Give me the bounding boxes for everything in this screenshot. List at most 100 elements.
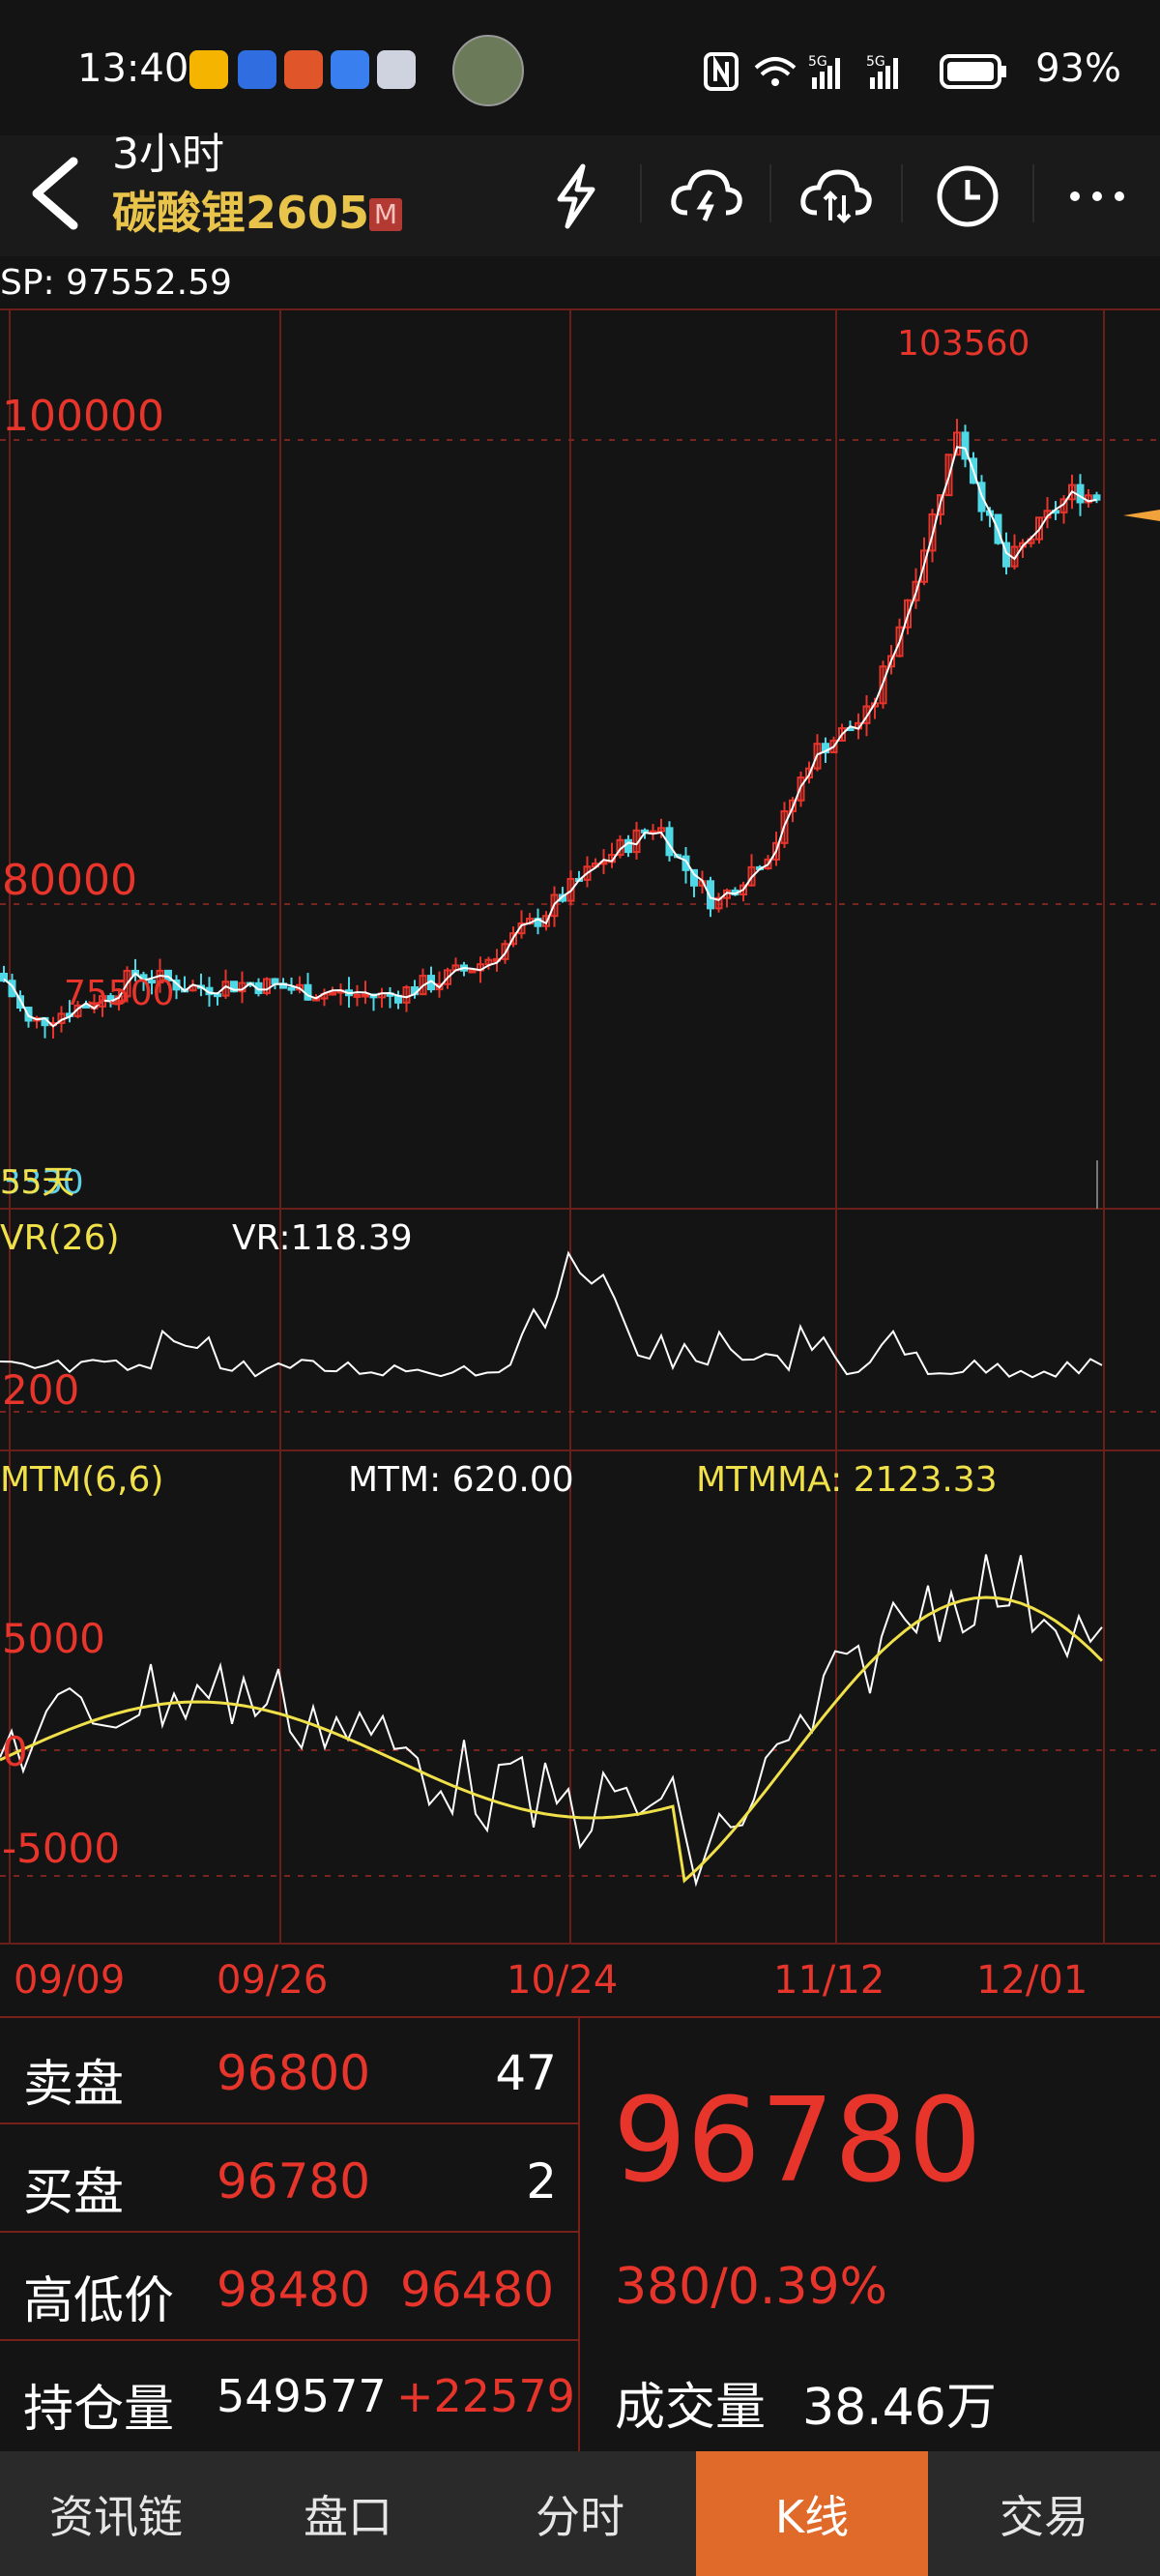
candle-body bbox=[501, 943, 509, 960]
tab-news-chain[interactable]: 资讯链 bbox=[49, 2490, 183, 2543]
cloud-sync-button[interactable] bbox=[783, 135, 889, 256]
candle-body bbox=[402, 986, 411, 1004]
mtm-axis-minus5000: -5000 bbox=[2, 1825, 121, 1872]
candle-body bbox=[1035, 516, 1043, 541]
date-label: 09/26 bbox=[217, 1958, 329, 2003]
bottom-nav: 资讯链 盘口 分时 K线 交易 bbox=[0, 2451, 1160, 2576]
sell-qty: 47 bbox=[495, 2045, 557, 2101]
signal-5g-icon: 5G bbox=[808, 54, 840, 89]
date-label: 12/01 bbox=[976, 1958, 1088, 2003]
candle-body bbox=[961, 431, 970, 460]
low-marker-label: 75500 bbox=[64, 974, 175, 1013]
candle-body bbox=[444, 969, 451, 985]
candle-body bbox=[764, 858, 772, 870]
candle-body bbox=[780, 809, 789, 844]
more-icon bbox=[1070, 190, 1124, 201]
cloud-order-button[interactable] bbox=[653, 135, 760, 256]
candle-body bbox=[887, 655, 895, 668]
tab-intraday[interactable]: 分时 bbox=[536, 2490, 624, 2543]
price-change: 380/0.39% bbox=[615, 2258, 887, 2316]
candle-body bbox=[484, 958, 493, 966]
open-interest-change: +22579 bbox=[396, 2370, 575, 2422]
mtm-line bbox=[0, 1554, 1103, 1888]
candle-body bbox=[123, 969, 131, 998]
mtmma-line bbox=[0, 1595, 1104, 1884]
candle-body bbox=[805, 767, 813, 779]
history-button[interactable] bbox=[914, 135, 1021, 256]
candle-body bbox=[690, 868, 698, 887]
avatar bbox=[452, 35, 524, 106]
candle-body bbox=[230, 981, 238, 993]
vr-axis-200: 200 bbox=[2, 1366, 80, 1414]
candle-body bbox=[550, 893, 559, 918]
date-label: 10/24 bbox=[507, 1958, 619, 2003]
status-indicators: 5G 5G bbox=[704, 52, 1006, 91]
svg-text:5G: 5G bbox=[808, 54, 827, 70]
volume-label: 成交量 bbox=[615, 2379, 767, 2437]
candle-body bbox=[714, 896, 723, 910]
high-marker-label: 103560 bbox=[897, 324, 1030, 364]
candle-body bbox=[747, 865, 756, 887]
robot-icon bbox=[377, 50, 416, 89]
back-button[interactable] bbox=[23, 150, 91, 237]
sp-label: SP: 97552.59 bbox=[0, 263, 232, 303]
buy-row[interactable]: 买盘 96780 2 bbox=[0, 2124, 578, 2233]
price-axis-80000: 80000 bbox=[2, 856, 137, 905]
buy-price: 96780 bbox=[217, 2153, 371, 2210]
mtm-title[interactable]: MTM(6,6) bbox=[0, 1460, 164, 1500]
candle-body bbox=[362, 993, 369, 998]
sell-price: 96800 bbox=[217, 2045, 371, 2101]
buy-label: 买盘 bbox=[23, 2164, 125, 2222]
date-label: 09/09 bbox=[14, 1958, 126, 2003]
open-interest: 549577 bbox=[217, 2370, 387, 2422]
open-interest-row: 持仓量 549577 +22579 bbox=[0, 2341, 578, 2447]
candle-body bbox=[707, 880, 714, 910]
kline-canvas[interactable] bbox=[0, 256, 1160, 2016]
high-price: 98480 bbox=[217, 2262, 371, 2318]
price-axis-100000: 100000 bbox=[2, 392, 164, 441]
candle-body bbox=[271, 978, 279, 985]
corner-label-3330: 3330 bbox=[0, 1163, 84, 1202]
candle-body bbox=[772, 841, 780, 861]
candle-body bbox=[1092, 494, 1101, 501]
mtm-axis-0: 0 bbox=[2, 1728, 28, 1775]
symbol-title[interactable]: 碳酸锂2605 bbox=[112, 187, 370, 239]
candle-body bbox=[468, 969, 477, 974]
signal-5g-icon: 5G bbox=[866, 54, 898, 89]
candle-body bbox=[353, 993, 362, 998]
candle-body bbox=[953, 431, 961, 456]
tab-kline[interactable]: K线 bbox=[696, 2451, 928, 2576]
candle-body bbox=[879, 665, 887, 705]
candle-body bbox=[829, 739, 838, 754]
svg-text:5G: 5G bbox=[866, 54, 885, 70]
mtm-axis-5000: 5000 bbox=[2, 1615, 105, 1662]
message-icon bbox=[331, 50, 369, 89]
mtm-value: MTM: 620.00 bbox=[348, 1460, 574, 1500]
mtmma-value: MTMMA: 2123.33 bbox=[696, 1460, 998, 1500]
vr-title[interactable]: VR(26) bbox=[0, 1218, 120, 1258]
candle-body bbox=[82, 1004, 90, 1009]
low-price: 96480 bbox=[400, 2262, 555, 2318]
sell-label: 卖盘 bbox=[23, 2056, 125, 2114]
candle-body bbox=[0, 973, 8, 982]
buy-qty: 2 bbox=[526, 2153, 557, 2210]
period-label[interactable]: 3小时 bbox=[112, 130, 224, 179]
wifi-icon bbox=[754, 57, 797, 86]
quote-panel: 卖盘 96800 47 买盘 96780 2 高低价 98480 96480 持… bbox=[0, 2016, 1160, 2451]
status-bar: 13:40 5G 5G 93% bbox=[0, 0, 1160, 135]
candle-body bbox=[797, 776, 805, 802]
feishu-icon bbox=[284, 50, 323, 89]
sell-row[interactable]: 卖盘 96800 47 bbox=[0, 2016, 578, 2124]
candle-body bbox=[1076, 483, 1085, 504]
vr-value: VR:118.39 bbox=[232, 1218, 413, 1258]
status-time: 13:40 bbox=[77, 46, 189, 91]
kline-chart[interactable]: SP: 97552.59 100000 80000 103560 75500 3… bbox=[0, 256, 1160, 2016]
flash-order-button[interactable] bbox=[522, 135, 628, 256]
candle-body bbox=[583, 865, 592, 881]
nfc-icon bbox=[704, 52, 739, 91]
candle-body bbox=[937, 494, 944, 515]
tab-trade[interactable]: 交易 bbox=[1000, 2490, 1088, 2543]
tab-order-book[interactable]: 盘口 bbox=[304, 2490, 392, 2543]
more-button[interactable] bbox=[1044, 135, 1150, 256]
last-price: 96780 bbox=[613, 2074, 982, 2209]
